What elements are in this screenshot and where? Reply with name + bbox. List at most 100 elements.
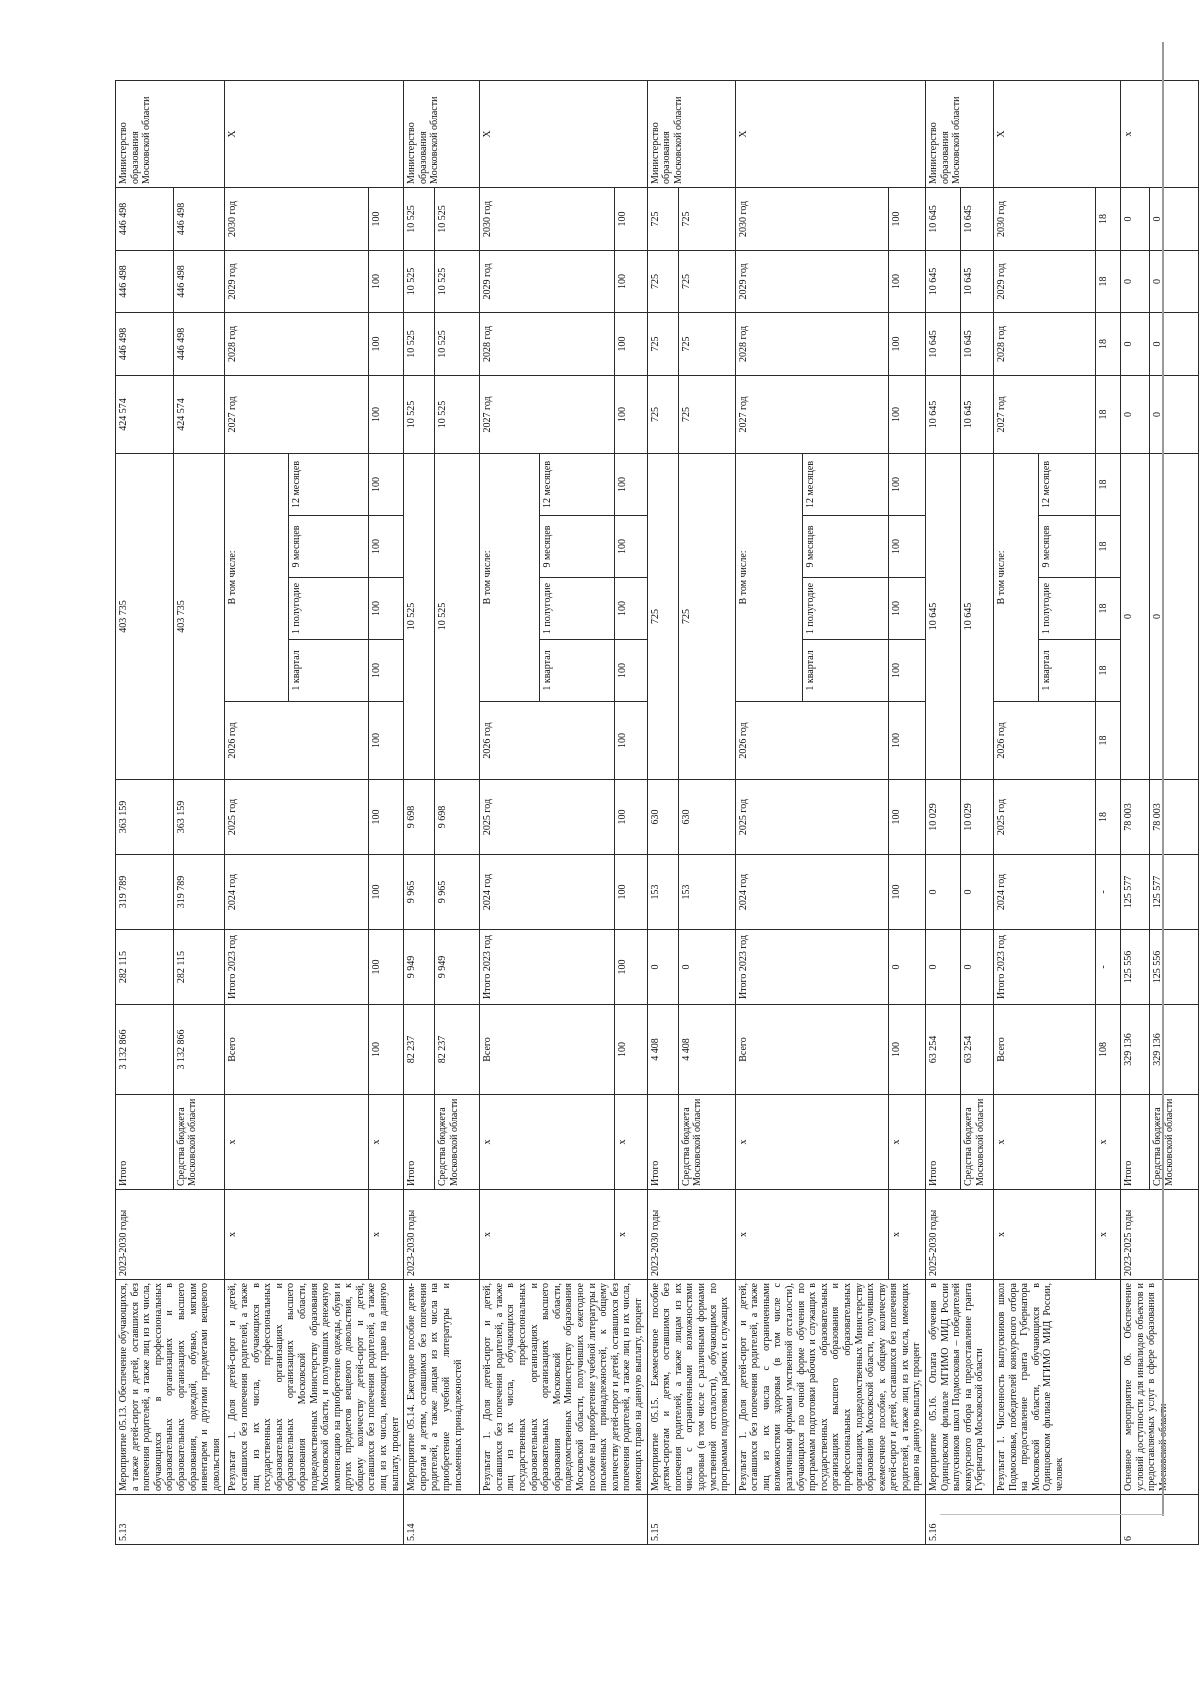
- amount-2028: 0: [1120, 312, 1150, 376]
- rotated-table-container: 5.13 Мероприятие 05.13. Обеспечение обуч…: [115, 55, 1199, 1545]
- result-2029: 100: [368, 250, 404, 313]
- amount-2024: 0: [960, 854, 994, 930]
- result-2024: 100: [888, 854, 926, 930]
- funding-source-total: Итого: [1120, 1094, 1150, 1190]
- col-2030: 2030 год: [224, 187, 369, 251]
- result-2025: 100: [614, 779, 648, 855]
- measure-number: 5.13: [115, 1494, 404, 1545]
- amount-total: 63 254: [960, 1004, 994, 1095]
- amount-2027: 0: [1120, 375, 1150, 454]
- result-2030: 100: [614, 187, 648, 251]
- result-header-row: Результат 1. Доля детей-сирот и детей, о…: [479, 80, 648, 1544]
- col-2030: 2030 год: [993, 187, 1096, 251]
- result-2028: 100: [368, 312, 404, 376]
- col-2025: 2025 год: [224, 779, 369, 855]
- amount-2028: 10 525: [434, 312, 480, 376]
- result-2023: 100: [614, 929, 648, 1005]
- measure-number: 6: [1120, 1494, 1199, 1545]
- result-q3: 100: [368, 515, 404, 578]
- amount-total: 3 132 866: [115, 1004, 174, 1095]
- amount-2026: 0: [1120, 453, 1150, 780]
- col-2029: 2029 год: [735, 250, 889, 313]
- col-q3: 9 месяцев: [539, 515, 615, 578]
- amount-2026: 10 645: [925, 453, 961, 780]
- result-q1: 100: [614, 639, 648, 702]
- x-mark: х: [1095, 1094, 1121, 1190]
- amount-2029: 446 498: [115, 250, 174, 313]
- x-mark: х: [1095, 1189, 1121, 1280]
- col-q4: 12 месяцев: [288, 453, 369, 516]
- result-q3: 100: [888, 515, 926, 578]
- amount-2026: 403 735: [173, 453, 225, 780]
- col-2025: 2025 год: [735, 779, 889, 855]
- col-2024: 2024 год: [479, 854, 615, 930]
- amount-2024: 9 965: [403, 854, 435, 930]
- measure-period: 2023-2030 годы: [647, 1189, 736, 1280]
- result-text: Результат 1. Доля детей-сирот и детей, о…: [479, 1279, 648, 1495]
- x-mark: х: [888, 1094, 926, 1190]
- x-mark: х: [614, 1189, 648, 1280]
- funding-source-total: Итого: [115, 1094, 174, 1190]
- result-2030: 100: [888, 187, 926, 251]
- result-executor-x: X: [479, 80, 648, 188]
- amount-2025: 9 698: [403, 779, 435, 855]
- col-2026: 2026 год: [993, 701, 1096, 780]
- amount-2027: 10 645: [960, 375, 994, 454]
- measure-period: 2023-2025 годы: [1120, 1189, 1199, 1280]
- amount-2029: 10 645: [925, 250, 961, 313]
- result-q3: 18: [1095, 515, 1121, 578]
- amount-2027: 725: [678, 375, 736, 454]
- amount-2023: 125 556: [1149, 929, 1199, 1005]
- measure-title: Мероприятие 05.14. Ежегодное пособие дет…: [403, 1279, 480, 1495]
- col-vsego: Всего: [224, 1004, 369, 1095]
- amount-2026: 10 525: [403, 453, 435, 780]
- funding-source-budget: Средства бюджета Московской области: [960, 1094, 994, 1190]
- amount-2024: 9 965: [434, 854, 480, 930]
- x-mark: х: [224, 1094, 369, 1190]
- measure-title: Мероприятие 05.15. Ежемесячное пособие д…: [647, 1279, 736, 1495]
- result-2030: 18: [1095, 187, 1121, 251]
- x-mark: х: [479, 1189, 615, 1280]
- amount-2030: 446 498: [115, 187, 174, 251]
- amount-2025: 10 029: [925, 779, 961, 855]
- col-q4: 12 месяцев: [539, 453, 615, 516]
- result-header-row: Результат 1. Численность выпускников шко…: [993, 80, 1121, 1544]
- scan-page-edge: [1162, 42, 1164, 1516]
- col-2027: 2027 год: [735, 375, 889, 454]
- result-executor-x: X: [993, 80, 1121, 188]
- result-2029: 100: [888, 250, 926, 313]
- measure-title: Мероприятие 05.13. Обеспечение обучающих…: [115, 1279, 225, 1495]
- result-text: Результат 1. Численность выпускников шко…: [993, 1279, 1121, 1495]
- amount-2028: 446 498: [115, 312, 174, 376]
- result-vsego: 100: [614, 1004, 648, 1095]
- result-2029: 18: [1095, 250, 1121, 313]
- measure-row: 6 Основное мероприятие 06. Обеспечение у…: [1120, 80, 1199, 1545]
- result-q1: 100: [888, 639, 926, 702]
- executor: х: [1120, 80, 1199, 188]
- result-2026: 100: [888, 701, 926, 780]
- funding-source-budget: Средства бюджета Московской области: [678, 1094, 736, 1190]
- amount-2030: 0: [1149, 187, 1199, 251]
- result-2027: 100: [368, 375, 404, 454]
- amount-2029: 725: [678, 250, 736, 313]
- amount-2028: 446 498: [173, 312, 225, 376]
- col-2028: 2028 год: [735, 312, 889, 376]
- measure-row: 5.16 Мероприятие 05.16. Оплата обучения …: [925, 80, 1121, 1545]
- amount-2028: 725: [678, 312, 736, 376]
- col-2026: 2026 год: [479, 701, 615, 780]
- result-2024: 100: [368, 854, 404, 930]
- result-2027: 18: [1095, 375, 1121, 454]
- funding-source-total: Итого: [647, 1094, 679, 1190]
- result-2025: 100: [888, 779, 926, 855]
- x-mark: х: [993, 1189, 1096, 1280]
- col-q2: 1 полугодие: [288, 577, 369, 640]
- col-2030: 2030 год: [735, 187, 889, 251]
- amount-2025: 363 159: [173, 779, 225, 855]
- measure-period: 2023-2030 годы: [115, 1189, 225, 1280]
- result-2023: 0: [888, 929, 926, 1005]
- measure-row: 5.13 Мероприятие 05.13. Обеспечение обуч…: [115, 80, 404, 1545]
- result-2026: 18: [1095, 701, 1121, 780]
- funding-source-total: Итого: [403, 1094, 435, 1190]
- amount-2025: 78 003: [1120, 779, 1150, 855]
- measure-row: 5.14 Мероприятие 05.14. Ежегодное пособи…: [403, 80, 648, 1545]
